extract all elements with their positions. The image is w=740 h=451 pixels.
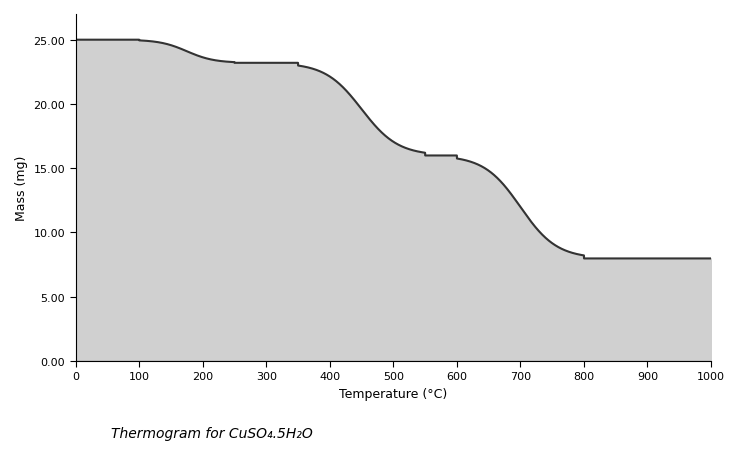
Y-axis label: Mass (mg): Mass (mg) bbox=[15, 156, 28, 221]
X-axis label: Temperature (°C): Temperature (°C) bbox=[339, 387, 448, 400]
Text: Thermogram for CuSO₄.5H₂O: Thermogram for CuSO₄.5H₂O bbox=[111, 427, 313, 441]
